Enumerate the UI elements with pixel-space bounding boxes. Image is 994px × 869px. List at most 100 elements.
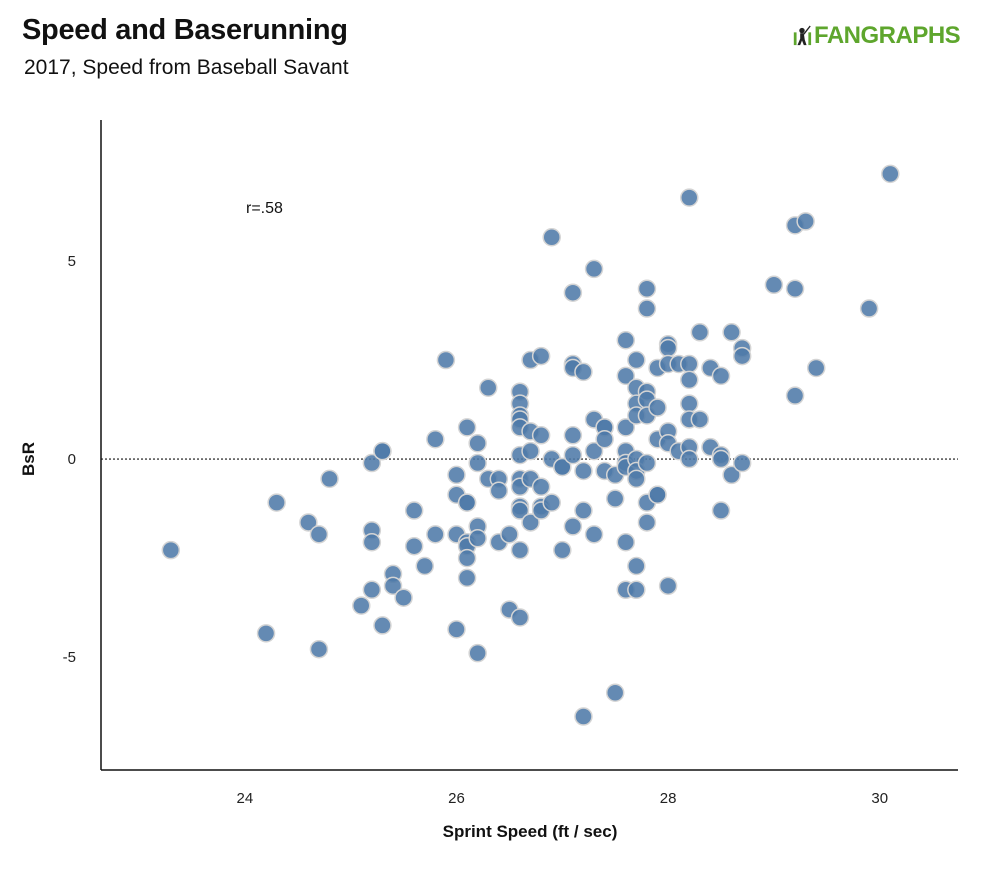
data-point — [690, 323, 710, 342]
data-point — [616, 330, 636, 350]
data-point — [468, 643, 487, 663]
data-point — [394, 588, 413, 607]
data-point — [711, 501, 731, 520]
data-point — [161, 540, 181, 560]
fangraphs-logo: FANGRAPHS — [792, 22, 961, 50]
data-point — [447, 465, 466, 485]
data-point — [457, 493, 477, 512]
data-point — [680, 370, 699, 390]
data-point — [510, 540, 530, 560]
chart-subtitle: 2017, Speed from Baseball Savant — [24, 56, 349, 79]
batter-icon — [793, 25, 812, 46]
x-ticks: 24 26 28 30 — [237, 790, 889, 807]
data-point — [732, 346, 752, 366]
data-point — [627, 580, 646, 600]
data-point — [785, 279, 805, 298]
data-point — [553, 540, 572, 560]
data-point — [468, 433, 487, 453]
data-point — [711, 449, 731, 469]
data-point — [510, 608, 530, 627]
data-point — [256, 624, 276, 643]
data-point — [489, 481, 509, 500]
data-point — [309, 639, 329, 659]
data-point — [595, 430, 614, 449]
data-point — [648, 485, 667, 504]
data-point — [722, 323, 741, 342]
y-tick-label: 0 — [68, 451, 76, 468]
data-point — [584, 441, 604, 461]
data-point — [627, 350, 646, 370]
x-tick-label: 30 — [871, 790, 888, 807]
data-point — [500, 525, 519, 544]
data-point — [373, 616, 392, 635]
data-point — [616, 366, 636, 386]
data-point — [521, 513, 540, 532]
data-point — [362, 453, 382, 473]
data-point — [373, 441, 392, 461]
data-point — [574, 501, 593, 520]
logo-text: FANGRAPHS — [814, 22, 961, 49]
data-point — [362, 580, 382, 600]
data-point — [563, 445, 583, 465]
data-point — [531, 346, 551, 366]
data-point — [881, 164, 900, 184]
data-point — [637, 453, 657, 473]
data-point — [806, 358, 826, 378]
data-point — [468, 529, 487, 548]
data-point — [426, 525, 445, 544]
data-point — [680, 188, 699, 207]
data-point — [785, 386, 805, 405]
y-ticks: -5 0 5 — [63, 253, 76, 666]
data-point — [764, 275, 784, 295]
data-point — [637, 513, 657, 532]
data-point — [542, 493, 561, 512]
data-point — [859, 299, 879, 318]
data-point — [574, 362, 593, 382]
data-point — [627, 556, 646, 576]
data-point — [658, 576, 678, 596]
correlation-annotation: r=.58 — [246, 200, 283, 217]
data-point — [627, 469, 646, 489]
data-point — [722, 465, 741, 485]
data-point — [648, 398, 667, 417]
y-tick-label: -5 — [63, 649, 76, 666]
data-point — [584, 525, 604, 544]
x-tick-label: 28 — [660, 790, 677, 807]
data-point — [510, 501, 530, 520]
x-axis-label: Sprint Speed (ft / sec) — [443, 822, 618, 841]
x-tick-label: 26 — [448, 790, 465, 807]
data-point — [352, 596, 371, 615]
data-point — [404, 536, 424, 556]
y-axis-label: BsR — [19, 442, 38, 476]
y-tick-label: 5 — [68, 253, 76, 270]
data-point — [468, 453, 487, 473]
data-point — [605, 683, 625, 703]
data-point — [299, 513, 318, 532]
data-point — [711, 366, 731, 386]
data-point — [616, 418, 636, 437]
data-point — [531, 477, 551, 497]
data-point — [531, 426, 551, 445]
data-point — [447, 620, 466, 639]
data-point — [584, 259, 604, 279]
data-point — [542, 227, 561, 247]
data-point — [563, 283, 583, 302]
data-point — [404, 501, 424, 520]
data-point — [680, 449, 699, 469]
data-point — [553, 457, 572, 477]
data-point — [426, 430, 445, 449]
data-point — [732, 453, 752, 473]
chart-title: Speed and Baserunning — [22, 14, 348, 46]
data-point — [616, 532, 636, 552]
data-point — [457, 418, 477, 437]
data-point — [267, 493, 286, 512]
points — [161, 164, 900, 726]
data-point — [563, 426, 583, 445]
data-point — [383, 576, 403, 596]
data-point — [574, 461, 593, 481]
data-point — [563, 517, 583, 536]
data-point — [320, 469, 339, 489]
x-tick-label: 24 — [237, 790, 254, 807]
data-point — [309, 525, 329, 544]
